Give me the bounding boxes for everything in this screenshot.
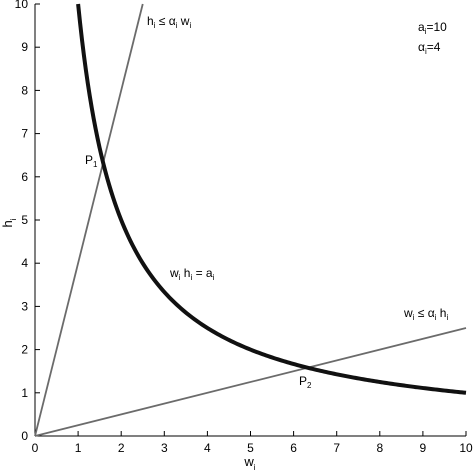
x-tick-label: 5 xyxy=(247,441,254,455)
y-ticks: 0 1 2 3 4 5 6 7 8 9 10 xyxy=(15,0,40,443)
x-tick-label: 1 xyxy=(75,441,82,455)
point-label-p2: P2 xyxy=(299,374,312,390)
x-tick-label: 8 xyxy=(376,441,383,455)
series-curve-wh-eq-a xyxy=(76,3,467,395)
series-line-h-le-alpha-w xyxy=(34,3,144,437)
series-line-w-le-alpha-h xyxy=(34,327,467,437)
annotation-lower-constraint: wi ≤ αi hi xyxy=(403,306,448,322)
x-tick-label: 10 xyxy=(459,441,473,455)
x-tick-label: 7 xyxy=(333,441,340,455)
y-tick-label: 5 xyxy=(21,213,28,227)
x-tick-label: 9 xyxy=(420,441,427,455)
y-tick-label: 6 xyxy=(21,170,28,184)
annotation-a-value: ai=10 xyxy=(418,20,447,36)
y-tick-label: 9 xyxy=(21,40,28,54)
x-tick-label: 4 xyxy=(204,441,211,455)
x-ticks: 0 1 2 3 4 5 6 7 8 9 10 xyxy=(32,431,473,455)
x-tick-label: 6 xyxy=(290,441,297,455)
y-tick-label: 10 xyxy=(15,0,29,11)
x-tick-label: 3 xyxy=(161,441,168,455)
annotation-curve: wi hi = ai xyxy=(169,266,215,282)
y-tick-label: 8 xyxy=(21,83,28,97)
y-tick-label: 0 xyxy=(21,429,28,443)
y-tick-label: 7 xyxy=(21,127,28,141)
y-tick-label: 1 xyxy=(21,386,28,400)
y-tick-label: 2 xyxy=(21,343,28,357)
x-tick-label: 0 xyxy=(32,441,39,455)
y-tick-label: 3 xyxy=(21,299,28,313)
annotation-upper-constraint: hi ≤ αi wi xyxy=(147,14,191,30)
y-axis-label: hi xyxy=(0,218,18,227)
y-tick-label: 4 xyxy=(21,256,28,270)
x-tick-label: 2 xyxy=(118,441,125,455)
x-axis-label: wi xyxy=(243,454,255,470)
point-label-p1: P1 xyxy=(85,153,98,169)
annotation-alpha-value: αi=4 xyxy=(418,40,441,56)
